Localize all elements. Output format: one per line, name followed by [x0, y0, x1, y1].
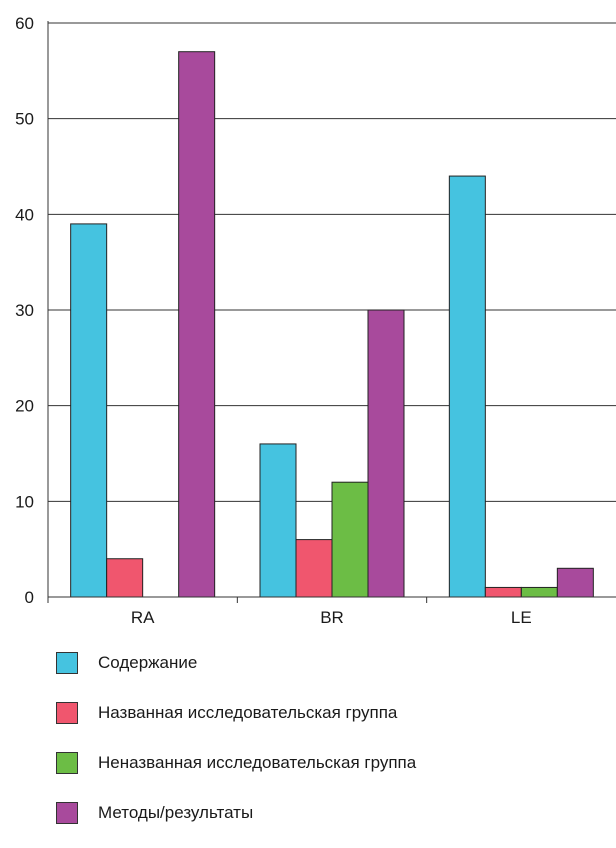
legend-swatch [56, 652, 78, 674]
legend-item: Содержание [56, 648, 596, 678]
bar-br-series-1 [295, 539, 333, 598]
bar-br-series-0 [259, 443, 297, 598]
bar-ra-series-1 [106, 558, 144, 598]
x-category-label: BR [320, 608, 344, 627]
bars [70, 51, 594, 598]
bar-le-series-0 [448, 175, 486, 598]
bar-ra-series-3 [178, 51, 216, 598]
y-tick-label: 10 [15, 492, 34, 511]
legend-item: Названная исследовательская группа [56, 698, 596, 728]
bar-le-series-2 [520, 586, 558, 598]
axes [47, 21, 616, 603]
bar-br-series-2 [331, 481, 369, 598]
x-category-labels: RA BR LE [131, 608, 532, 627]
bar-br-series-3 [367, 309, 405, 598]
legend-label: Содержание [98, 653, 198, 672]
legend-label: Названная исследовательская группа [98, 703, 398, 722]
y-tick-label: 40 [15, 205, 34, 224]
y-tick-label: 20 [15, 397, 34, 416]
legend-swatch [56, 752, 78, 774]
gridlines [48, 22, 616, 502]
x-category-label: LE [511, 608, 532, 627]
y-tick-labels: 0 10 20 30 40 50 60 [15, 14, 34, 607]
legend: Содержание Названная исследовательская гр… [56, 648, 596, 848]
y-tick-label: 60 [15, 14, 34, 33]
y-tick-label: 50 [15, 110, 34, 129]
legend-label: Методы/результаты [98, 803, 254, 822]
legend-swatch [56, 702, 78, 724]
bar-ra-series-0 [70, 223, 108, 598]
bar-le-series-3 [556, 567, 594, 598]
y-tick-label: 30 [15, 301, 34, 320]
bar-le-series-1 [484, 586, 522, 598]
legend-item: Методы/результаты [56, 798, 596, 828]
x-category-label: RA [131, 608, 155, 627]
legend-label: Неназванная исследовательская группа [98, 753, 417, 772]
legend-item: Неназванная исследовательская группа [56, 748, 596, 778]
y-tick-label: 0 [25, 588, 34, 607]
legend-swatch [56, 802, 78, 824]
bar-chart: 0 10 20 30 40 50 60 RA BR LE [15, 14, 616, 627]
